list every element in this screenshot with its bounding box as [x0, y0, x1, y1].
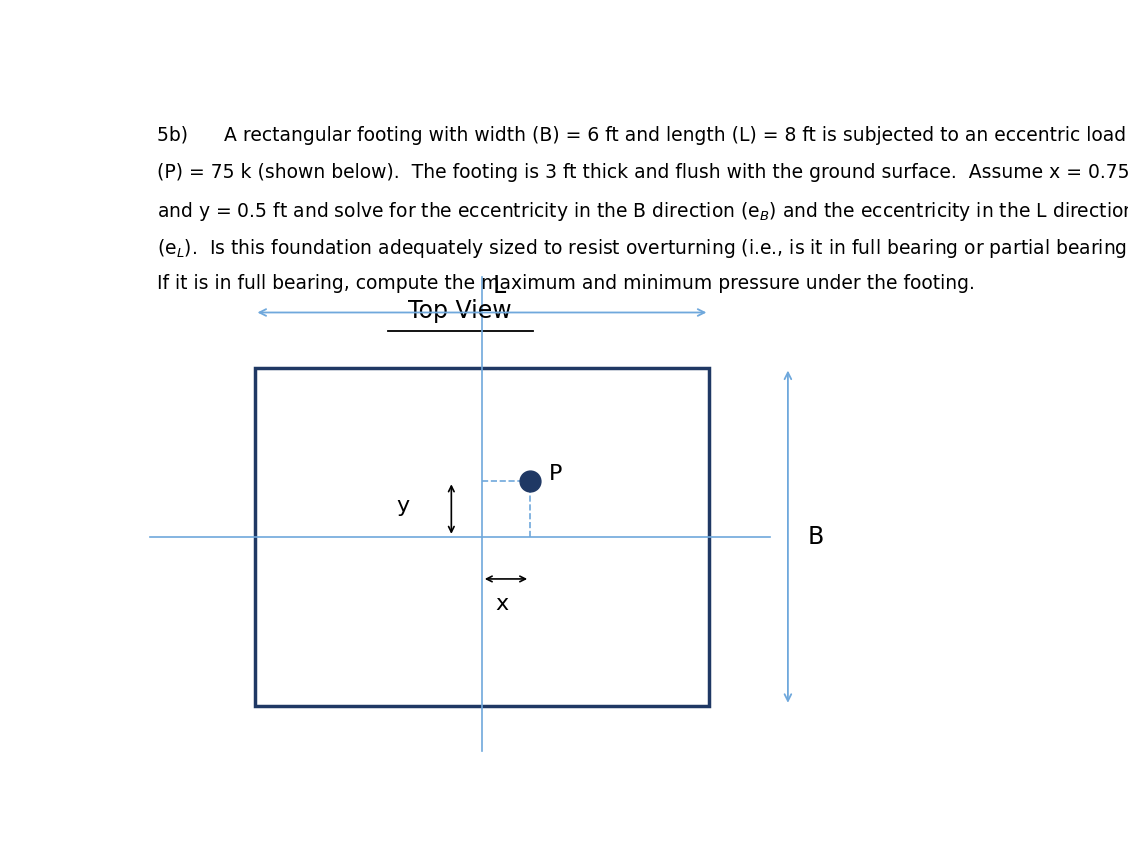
Text: P: P [549, 463, 563, 484]
Text: and y = 0.5 ft and solve for the eccentricity in the B direction (e$_B$) and the: and y = 0.5 ft and solve for the eccentr… [157, 200, 1128, 223]
Text: B: B [808, 525, 823, 549]
Text: x: x [495, 593, 509, 614]
Text: 5b)      A rectangular footing with width (B) = 6 ft and length (L) = 8 ft is su: 5b) A rectangular footing with width (B)… [157, 126, 1126, 145]
Text: Top View: Top View [408, 300, 512, 323]
Bar [255, 368, 710, 706]
Text: If it is in full bearing, compute the maximum and minimum pressure under the foo: If it is in full bearing, compute the ma… [157, 274, 975, 293]
Text: y: y [397, 495, 409, 516]
Text: L: L [493, 274, 506, 298]
Text: (P) = 75 k (shown below).  The footing is 3 ft thick and flush with the ground s: (P) = 75 k (shown below). The footing is… [157, 163, 1128, 182]
Text: (e$_L$).  Is this foundation adequately sized to resist overturning (i.e., is it: (e$_L$). Is this foundation adequately s… [157, 237, 1128, 260]
